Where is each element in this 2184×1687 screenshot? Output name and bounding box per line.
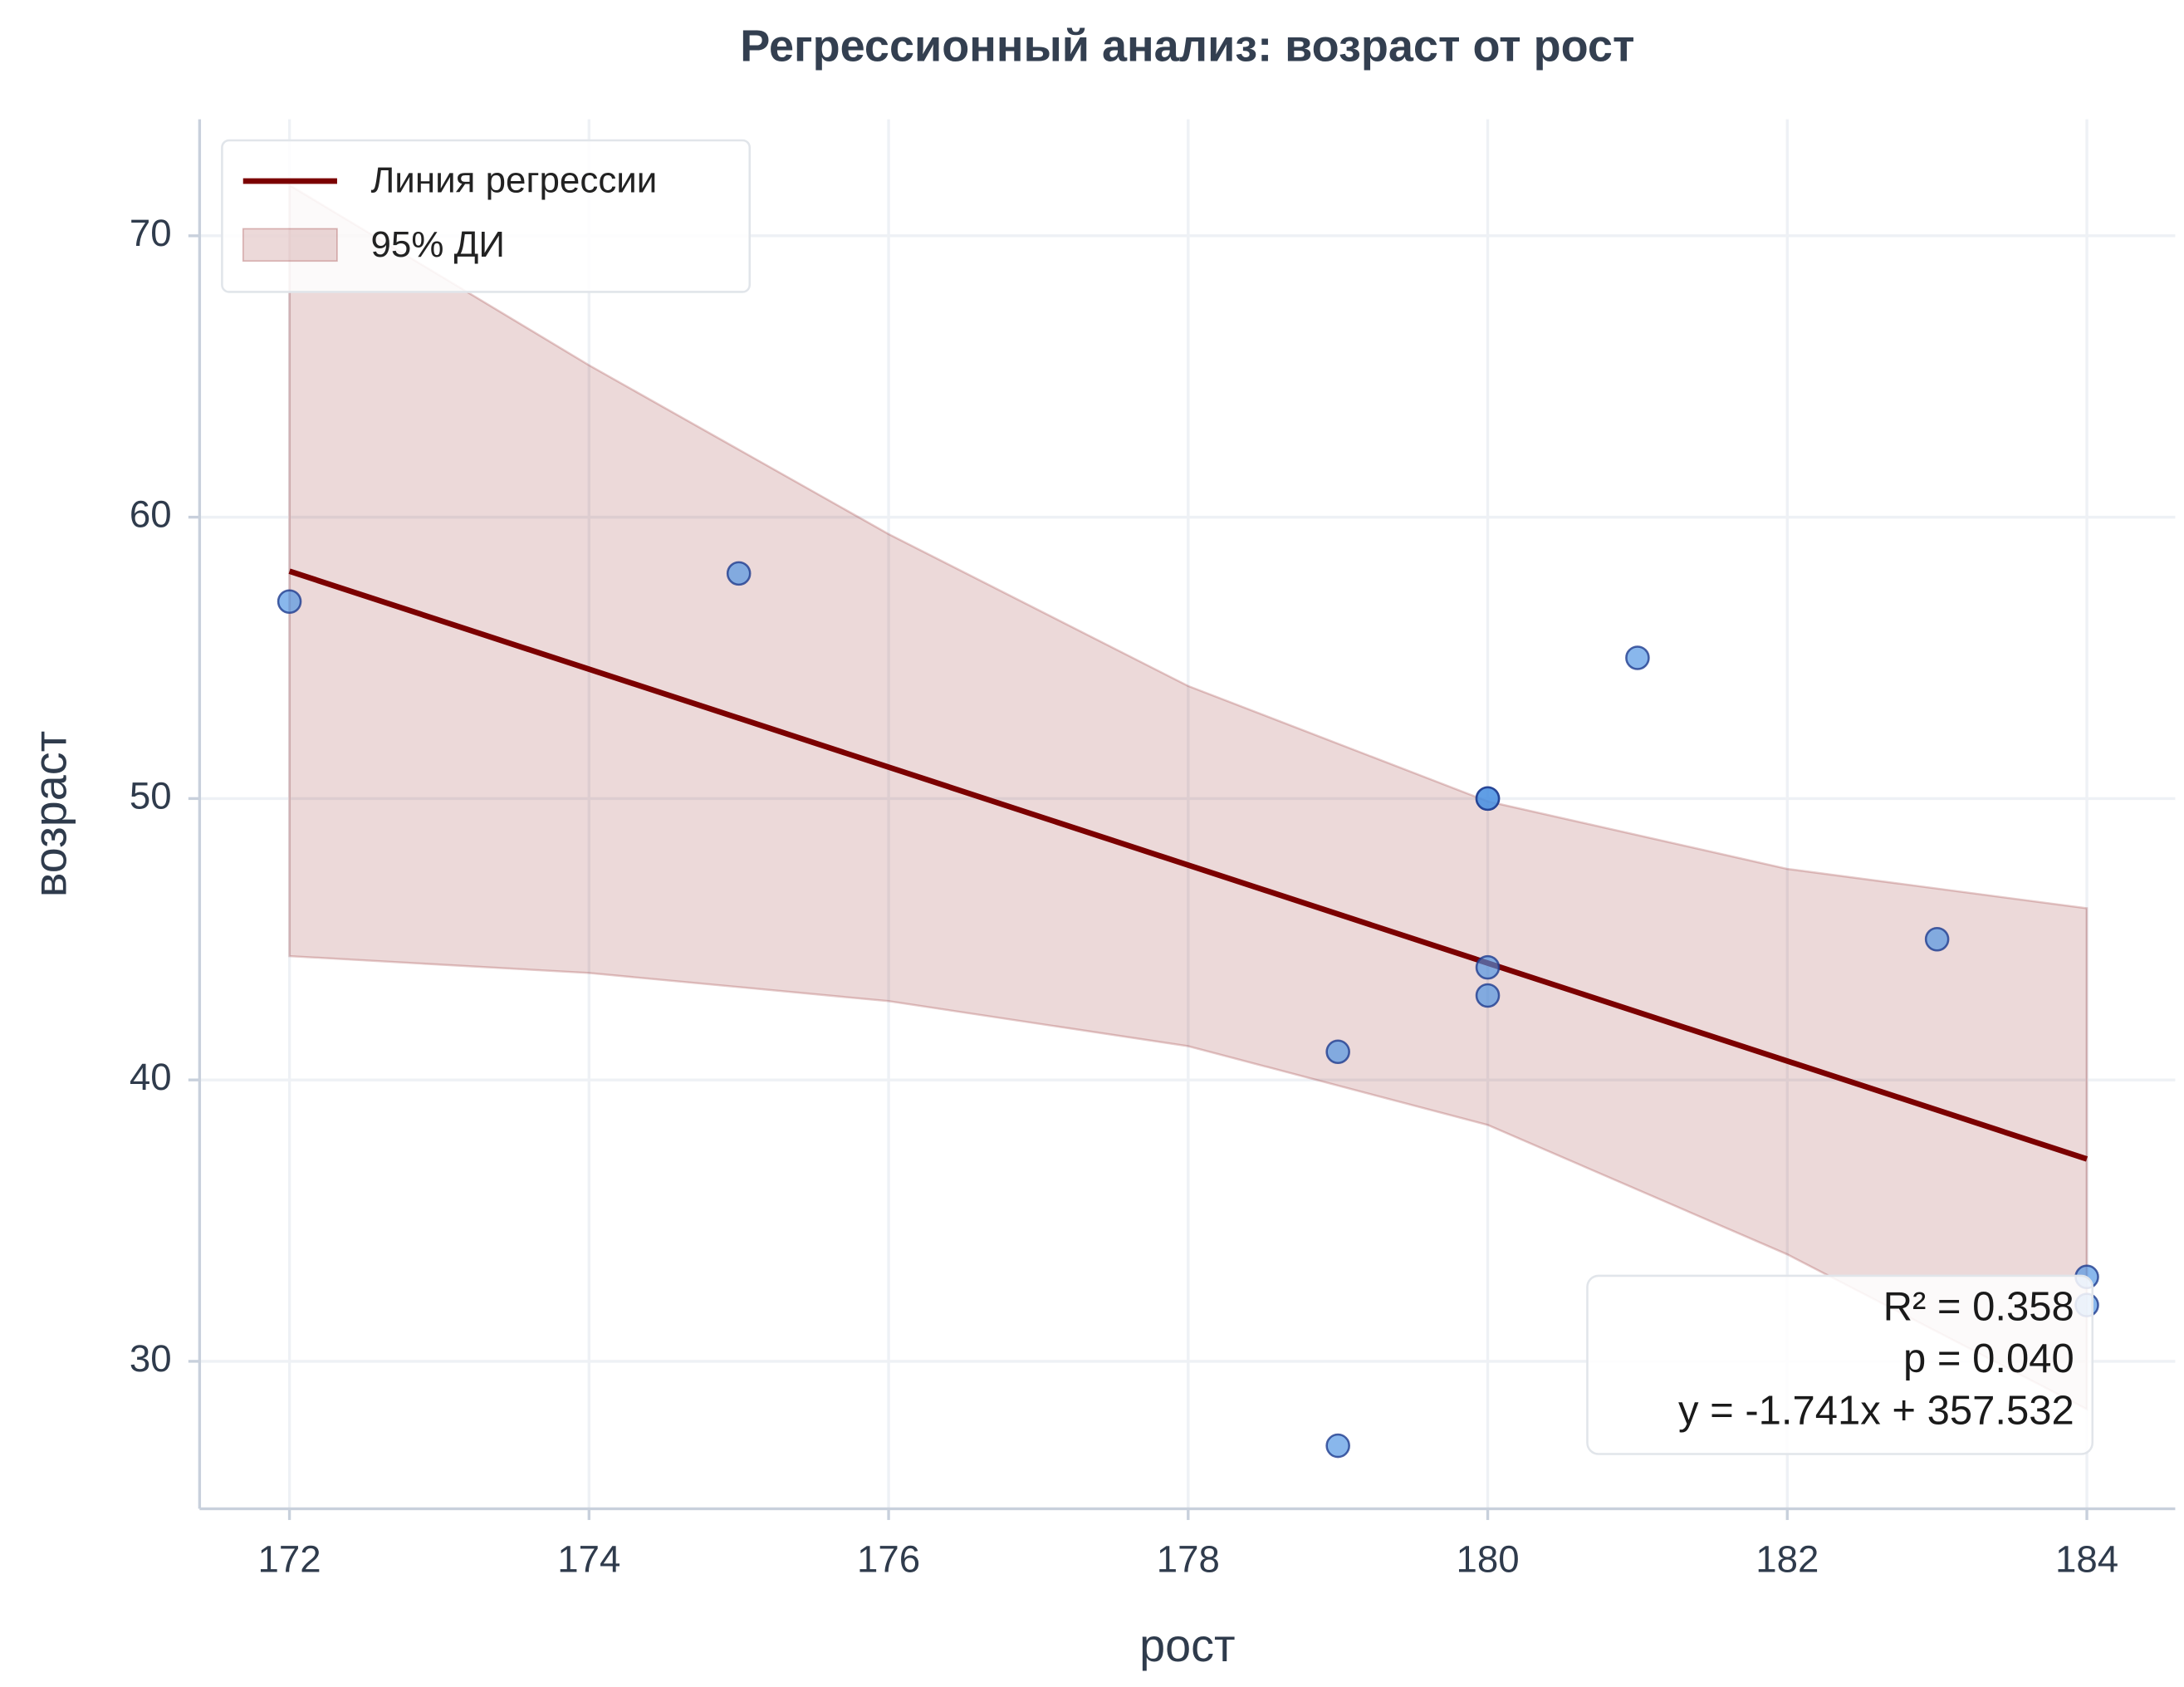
y-tick-label: 40 (130, 1056, 172, 1098)
annotation-text: y = -1.741x + 357.532 (1678, 1388, 2074, 1433)
x-tick-label: 182 (1756, 1538, 1819, 1581)
x-axis-label: рост (1139, 1620, 1235, 1671)
annotation-box (1586, 1274, 2094, 1455)
legend-label: Линия регрессии (371, 159, 658, 200)
data-point (1325, 1039, 1350, 1065)
data-point (1625, 645, 1650, 670)
data-point (1475, 786, 1501, 812)
data-point (726, 561, 752, 586)
chart-title: Регрессионный анализ: возраст от рост (740, 21, 1634, 71)
data-point (1475, 983, 1501, 1008)
y-tick-label: 70 (130, 212, 172, 254)
data-point (1924, 926, 1950, 952)
legend-label: 95% ДИ (371, 224, 505, 265)
legend-swatch (242, 228, 338, 262)
data-point (1475, 954, 1501, 980)
legend-box (221, 139, 751, 293)
data-point (277, 589, 302, 615)
regression-line (288, 568, 2089, 1162)
y-axis-label: возраст (24, 731, 76, 897)
x-tick-label: 174 (557, 1538, 620, 1581)
x-tick-label: 172 (258, 1538, 321, 1581)
x-tick-label: 176 (857, 1538, 920, 1581)
x-tick-label: 184 (2055, 1538, 2118, 1581)
legend: Линия регрессии 95% ДИ (221, 139, 751, 293)
data-point (1325, 1433, 1350, 1459)
annotation-text: R² = 0.358 (1883, 1284, 2074, 1329)
y-tick-label: 30 (130, 1337, 172, 1380)
y-tick-label: 60 (130, 493, 172, 536)
annotation: R² = 0.358 p = 0.040 y = -1.741x + 357.532 (1586, 1274, 2094, 1455)
y-tick-label: 50 (130, 774, 172, 817)
x-tick-label: 178 (1157, 1538, 1220, 1581)
x-tick-label: 180 (1456, 1538, 1519, 1581)
annotation-text: p = 0.040 (1903, 1336, 2074, 1381)
